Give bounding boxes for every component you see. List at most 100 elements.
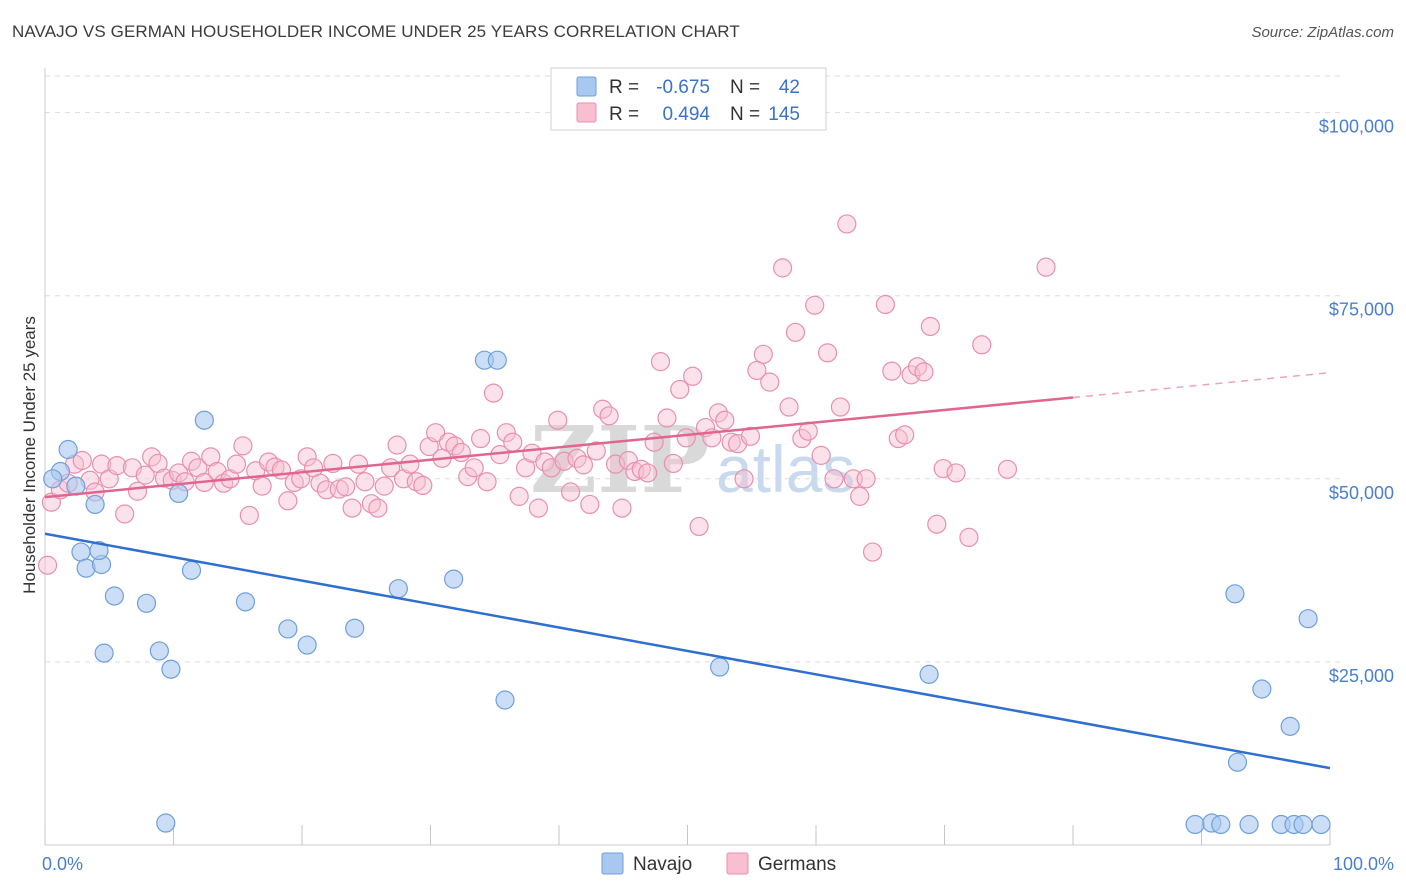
chart-title: NAVAJO VS GERMAN HOUSEHOLDER INCOME UNDE… <box>12 22 740 41</box>
x-tick-labels: 0.0% 100.0% <box>42 854 1394 874</box>
navajo-point <box>235 592 256 612</box>
legend-r-label-1: R = <box>609 77 639 98</box>
german-point <box>920 316 940 337</box>
german-point <box>862 542 883 562</box>
german-point <box>907 357 928 377</box>
german-point <box>406 472 426 492</box>
german-point <box>772 258 793 278</box>
german-point <box>734 469 754 489</box>
navajo-point <box>297 635 317 655</box>
navajo-point <box>495 690 515 710</box>
navajo-point <box>1185 814 1205 835</box>
x-tick-label-max: 100.0% <box>1333 854 1394 874</box>
german-point <box>914 362 934 382</box>
german-point <box>291 469 311 489</box>
german-point <box>413 475 433 496</box>
german-point <box>721 432 741 452</box>
y-tick-label: $50,000 <box>1329 483 1394 503</box>
german-point <box>483 383 504 403</box>
german-point <box>888 428 908 449</box>
german-point <box>676 428 696 448</box>
german-point <box>689 516 709 537</box>
series-legend-swatch-germans <box>726 852 749 875</box>
german-point <box>278 491 298 511</box>
navajo-point <box>1311 814 1331 835</box>
legend-swatch-germans <box>576 102 597 123</box>
navajo-point <box>94 643 114 663</box>
german-point <box>959 527 979 548</box>
navajo-point <box>43 469 63 489</box>
legend-r-label-2: R = <box>609 104 639 125</box>
german-point <box>336 477 356 497</box>
german-points <box>37 214 1056 575</box>
navajo-point <box>1227 752 1248 772</box>
german-point <box>528 498 549 518</box>
navajo-point <box>156 813 176 833</box>
german-point <box>233 436 253 456</box>
navajo-point <box>104 586 124 606</box>
german-point <box>374 476 394 496</box>
german-point <box>573 455 594 475</box>
german-point <box>895 425 915 445</box>
navajo-point <box>919 664 939 684</box>
german-point <box>997 459 1018 479</box>
navajo-point <box>444 569 464 589</box>
german-point <box>612 498 632 518</box>
y-tick-labels: $25,000 $50,000 $75,000 $100,000 <box>1319 117 1394 686</box>
series-legend-label-germans: Germans <box>758 854 836 875</box>
legend-n-label-2: N = <box>730 104 760 125</box>
navajo-point <box>710 657 730 677</box>
german-point <box>419 436 439 457</box>
german-point <box>927 514 947 534</box>
german-point <box>451 442 471 463</box>
navajo-point <box>181 560 202 580</box>
navajo-point <box>89 540 109 561</box>
german-point <box>972 335 992 355</box>
navajo-point <box>161 659 181 679</box>
y-tick-label: $75,000 <box>1329 300 1394 320</box>
navajo-point <box>58 439 78 460</box>
german-point <box>753 344 773 364</box>
legend-n-value-1: 42 <box>779 77 800 98</box>
navajo-point <box>1293 814 1313 835</box>
navajo-point <box>1225 584 1245 604</box>
german-point <box>37 555 58 575</box>
german-point <box>631 459 651 479</box>
german-point <box>252 476 272 496</box>
german-point <box>496 423 516 443</box>
navajo-point <box>345 618 365 638</box>
german-point <box>811 445 831 465</box>
navajo-point <box>194 410 214 430</box>
german-point <box>856 469 876 489</box>
x-tick-label-min: 0.0% <box>42 854 83 874</box>
german-point <box>837 214 857 234</box>
german-point <box>400 454 420 474</box>
axes <box>44 68 1331 846</box>
navajo-point <box>278 619 298 639</box>
german-point <box>657 408 677 428</box>
german-point <box>850 486 870 506</box>
german-point <box>650 352 671 372</box>
legend-r-value-2: 0.494 <box>662 104 710 125</box>
trend-lines <box>44 371 1331 770</box>
german-point <box>792 428 812 449</box>
german-point <box>740 426 761 446</box>
navajo-point <box>136 593 157 613</box>
german-point <box>548 410 568 430</box>
german-point <box>638 463 658 483</box>
german-trend-extension <box>1072 371 1331 399</box>
stats-legend-box <box>550 67 827 131</box>
german-point <box>127 481 148 501</box>
german-point <box>1036 257 1056 277</box>
navajo-point <box>85 494 105 515</box>
watermark-atlas: atlas <box>716 432 855 506</box>
german-point <box>760 372 780 392</box>
navajo-trend-line <box>44 532 1331 770</box>
german-point <box>644 432 664 452</box>
german-point <box>297 447 317 467</box>
navajo-points <box>43 350 1331 835</box>
german-point <box>355 472 375 492</box>
german-point <box>663 453 683 474</box>
legend-n-value-2: 145 <box>768 104 800 125</box>
y-axis-label: Householder Income Under 25 years <box>20 316 39 594</box>
